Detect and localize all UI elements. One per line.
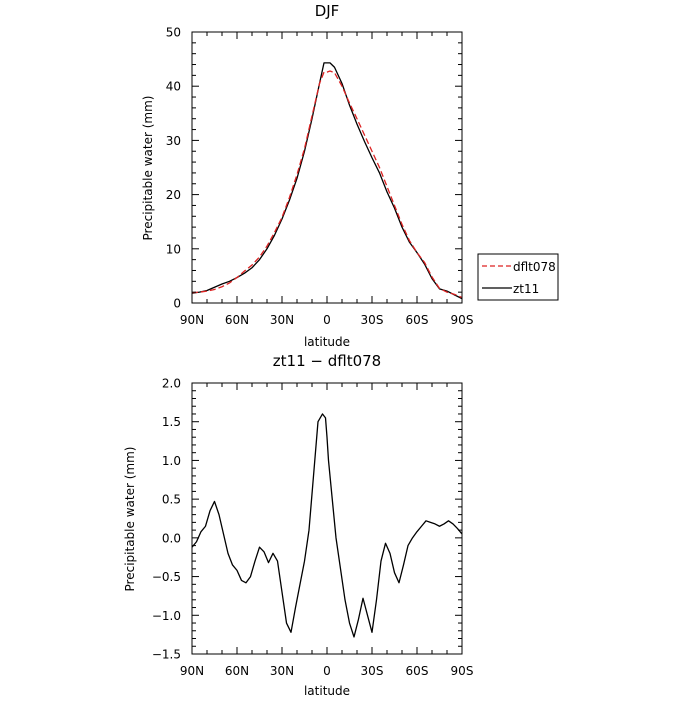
y-tick-label: −1.5 (152, 648, 181, 662)
y-tick-label: 20 (166, 188, 181, 202)
y-axis-label: Precipitable water (mm) (123, 447, 137, 592)
x-tick-label: 0 (323, 664, 331, 678)
y-tick-label: 10 (166, 242, 181, 256)
precipitable-water-panel: DJF 90N 60N 30N 0 30S 60S 90S 0 10 20 30 40 50 Preci… (141, 2, 559, 349)
x-tick-label: 30S (361, 664, 384, 678)
x-tick-label: 30N (270, 313, 294, 327)
series-line-zt11 (191, 62, 463, 300)
series-line-dflt078 (191, 70, 463, 299)
x-tick-label: 30S (361, 313, 384, 327)
x-tick-label: 60N (225, 313, 249, 327)
y-tick-label: 1.0 (162, 454, 181, 468)
legend-label-zt11: zt11 (513, 282, 539, 296)
y-tick-label: −0.5 (152, 570, 181, 584)
y-tick-label: 0 (173, 297, 181, 311)
y-tick-label: 30 (166, 134, 181, 148)
panel-title: DJF (315, 2, 340, 20)
x-tick-label: 90N (180, 313, 204, 327)
y-tick-label: 2.0 (162, 377, 181, 391)
y-tick-label: 40 (166, 80, 181, 94)
x-tick-label: 90S (451, 664, 474, 678)
x-tick-label: 60N (225, 664, 249, 678)
y-tick-label: 1.5 (162, 415, 181, 429)
legend: dflt078 zt11 (477, 253, 559, 301)
plot-frame (191, 382, 463, 655)
x-tick-label: 0 (323, 313, 331, 327)
series-line-series-0 (191, 413, 463, 638)
x-axis-label: latitude (304, 684, 350, 698)
difference-panel: zt11 − dflt078 90N 60N 30N 0 30S 60S 90S −1.5 −1… (123, 352, 473, 698)
x-tick-label: 90S (451, 313, 474, 327)
x-tick-label: 60S (406, 313, 429, 327)
panel-title: zt11 − dflt078 (273, 352, 381, 370)
x-tick-label: 90N (180, 664, 204, 678)
y-tick-label: −1.0 (152, 609, 181, 623)
x-tick-label: 60S (406, 664, 429, 678)
legend-box (477, 253, 559, 301)
x-tick-label: 30N (270, 664, 294, 678)
y-axis-label: Precipitable water (mm) (141, 96, 155, 241)
legend-label-dflt078: dflt078 (513, 260, 556, 274)
y-tick-label: 0.5 (162, 493, 181, 507)
y-tick-label: 0.0 (162, 531, 181, 545)
y-tick-label: 50 (166, 26, 181, 40)
x-axis-label: latitude (304, 335, 350, 349)
